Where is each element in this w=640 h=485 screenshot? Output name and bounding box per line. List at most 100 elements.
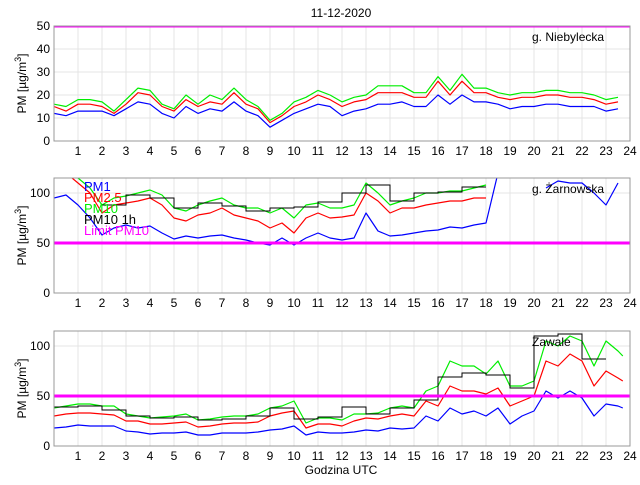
x-tick-label: 19 [503,296,517,310]
x-tick-label: 17 [455,449,469,463]
y-axis-label-main: PM [µg/m [15,367,29,419]
x-tick-label: 20 [527,144,541,158]
x-tick-label: 7 [219,449,226,463]
series-line-pm10-1h [54,333,606,421]
x-tick-label: 2 [99,296,106,310]
legend-entry: PM2.5 [84,190,122,205]
y-tick-label: 50 [37,389,51,403]
x-tick-label: 1 [75,296,82,310]
y-tick-label: 50 [37,19,51,33]
plot-marks [54,333,630,436]
x-tick-label: 13 [359,449,373,463]
y-tick-label: 20 [37,88,51,102]
x-tick-label: 13 [359,144,373,158]
x-tick-label: 17 [455,144,469,158]
y-axis-label-sup: 3 [13,362,23,367]
x-tick-label: 11 [312,144,325,158]
x-tick-label: 22 [575,296,589,310]
plot-marks [54,178,630,246]
x-tick-label: 10 [287,296,301,310]
x-tick-label: 14 [383,449,397,463]
x-tick-label: 15 [407,296,421,310]
x-tick-label: 10 [287,449,301,463]
y-axis-label-close: ] [15,206,29,209]
x-tick-label: 1 [75,449,82,463]
y-tick-label: 100 [30,339,50,353]
y-tick-label: 0 [43,286,50,300]
x-tick-label: 2 [99,144,106,158]
x-tick-label: 4 [147,144,154,158]
series-line-pm10 [54,73,619,121]
legend-entry: PM10 1h [84,212,136,227]
x-tick-label: 24 [623,296,637,310]
x-tick-label: 15 [407,144,421,158]
station-label: Zawale [532,335,571,349]
series-line-pm25 [54,80,619,124]
x-tick-label: 20 [527,449,541,463]
x-tick-label: 18 [479,296,493,310]
x-tick-label: 12 [335,144,349,158]
x-tick-label: 12 [335,449,349,463]
x-tick-label: 23 [599,296,613,310]
x-tick-label: 9 [267,296,274,310]
x-tick-label: 19 [503,144,517,158]
legend-entry: PM10 [84,201,118,216]
x-tick-label: 12 [335,296,349,310]
x-tick-label: 21 [551,449,565,463]
x-tick-label: 1 [75,144,82,158]
y-tick-label: 10 [37,111,51,125]
x-tick-label: 5 [171,144,178,158]
x-tick-label: 7 [219,144,226,158]
station-label: g. Niebylecka [532,30,604,44]
x-tick-label: 4 [147,449,154,463]
y-axis-label: PM [µg/m3] [13,54,29,114]
plot-frame [53,177,631,294]
y-axis-label-main: PM [µg/m [15,214,29,266]
y-axis-label-sup: 3 [13,209,23,214]
plot-frame [53,330,631,447]
x-tick-label: 24 [623,144,637,158]
y-tick-label: 0 [43,134,50,148]
series-line-pm1 [54,390,624,436]
x-axis-label: Godzina UTC [305,463,378,477]
x-tick-label: 20 [527,296,541,310]
plot-marks [54,26,630,128]
y-axis-label: PM [µg/m3] [13,206,29,266]
y-axis-label-main: PM [µg/m [15,62,29,114]
x-tick-label: 3 [123,449,130,463]
x-tick-label: 3 [123,144,130,158]
x-tick-label: 23 [599,144,613,158]
y-tick-label: 40 [37,42,51,56]
x-tick-label: 5 [171,296,178,310]
x-tick-label: 5 [171,449,178,463]
y-tick-label: 100 [30,186,50,200]
x-tick-label: 9 [267,449,274,463]
x-tick-label: 19 [503,449,517,463]
x-tick-label: 21 [551,144,565,158]
x-tick-label: 8 [243,144,250,158]
x-tick-label: 23 [599,449,613,463]
x-tick-label: 16 [431,144,445,158]
legend-entry: Limit PM10 [84,223,149,238]
x-tick-label: 18 [479,144,493,158]
x-tick-label: 11 [312,296,325,310]
x-tick-label: 18 [479,449,493,463]
x-tick-label: 4 [147,296,154,310]
y-axis-label-close: ] [15,54,29,57]
y-axis-label-sup: 3 [13,57,23,62]
x-tick-label: 11 [312,449,325,463]
series-line-pm1 [54,94,619,128]
y-axis-label-close: ] [15,359,29,362]
legend-entry: PM1 [84,179,111,194]
x-tick-label: 16 [431,449,445,463]
y-axis-label: PM [µg/m3] [13,359,29,419]
x-tick-label: 6 [195,449,202,463]
series-line-pm10-1h [102,184,486,212]
x-tick-label: 13 [359,296,373,310]
x-tick-label: 15 [407,449,421,463]
x-tick-label: 3 [123,296,130,310]
panel-1: 1 2 3 4 5 6 7 8 9 10 11 12 13 14 15 16 17 18 19 20 21 22 23 240… [13,19,637,158]
x-tick-label: 17 [455,296,469,310]
chart-title: 11-12-2020 [311,6,372,20]
panel-3: 1 2 3 4 5 6 7 8 9 10 11 12 13 14 15 16 17 18 19 20 21 22 23 240… [13,330,637,463]
